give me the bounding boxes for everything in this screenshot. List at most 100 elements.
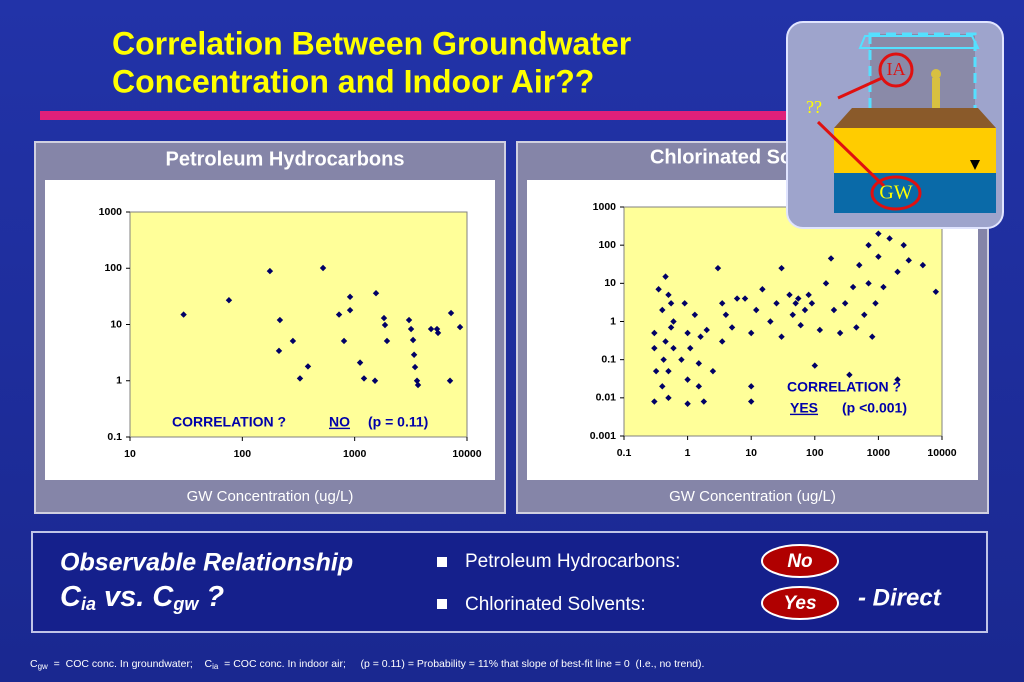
point — [748, 329, 755, 337]
point — [827, 255, 835, 262]
point — [662, 273, 669, 280]
y-tick-label: 0.001 — [590, 430, 616, 442]
point — [684, 329, 691, 337]
x-tick-label: 100 — [806, 447, 824, 459]
point — [681, 300, 688, 307]
point — [853, 324, 860, 331]
point — [822, 280, 830, 287]
plot-area — [129, 211, 468, 438]
y-tick-label: 100 — [598, 239, 616, 251]
point — [427, 325, 435, 333]
point — [346, 306, 354, 314]
point — [446, 377, 454, 384]
fn-part: = COC conc. In indoor air; (p = 0.11) = … — [218, 658, 704, 670]
point — [816, 326, 824, 334]
point — [659, 383, 666, 390]
annotation: NO — [329, 414, 350, 430]
point — [276, 316, 284, 324]
point — [741, 295, 749, 302]
point — [319, 264, 327, 272]
point — [411, 363, 419, 371]
y-axis-title: Indoor Air Concentration ( ug/m³) — [535, 202, 551, 422]
point — [678, 356, 685, 363]
annotation: YES — [790, 400, 818, 416]
plot-area — [623, 206, 943, 437]
slide-title: Concentration and Indoor Air?? — [112, 63, 594, 99]
point — [728, 324, 736, 331]
point — [335, 311, 343, 318]
point — [667, 324, 675, 331]
y-tick-label: 10 — [110, 318, 122, 330]
point — [894, 268, 901, 276]
point — [849, 283, 857, 291]
point — [651, 344, 658, 352]
point — [789, 311, 796, 318]
point — [684, 400, 691, 407]
point — [662, 338, 669, 345]
y-tick-label: 1000 — [593, 201, 617, 213]
point — [651, 329, 658, 337]
y-tick-label: 1 — [116, 375, 122, 387]
point — [932, 288, 940, 296]
point — [371, 377, 379, 384]
gw-circle — [870, 175, 922, 211]
point — [797, 321, 804, 329]
point — [651, 398, 658, 405]
water-table — [970, 160, 980, 170]
point — [380, 314, 388, 322]
point — [773, 300, 780, 307]
point — [413, 377, 421, 384]
point — [719, 338, 726, 345]
point — [709, 367, 717, 375]
y-tick-label: 10 — [604, 277, 616, 289]
point — [372, 290, 380, 297]
bullet — [437, 599, 447, 609]
ratio-sub: gw — [172, 594, 199, 614]
point — [665, 291, 672, 299]
item-answer: Yes — [783, 593, 816, 614]
ratio-part: vs. C — [96, 581, 174, 613]
groundwater — [834, 173, 996, 213]
ia-circle — [878, 52, 914, 88]
point — [900, 241, 907, 249]
point — [795, 295, 802, 302]
point — [722, 311, 730, 318]
point — [447, 309, 455, 317]
point — [660, 356, 667, 363]
point — [346, 293, 354, 301]
point — [719, 300, 726, 307]
x-tick-label: 10000 — [452, 448, 481, 460]
arrow — [816, 120, 886, 188]
summary-ratio: Cia vs. Cgw ? — [60, 581, 224, 614]
x-tick-label: 10000 — [927, 447, 956, 459]
point — [687, 344, 694, 352]
footnote: Cgw = COC conc. In groundwater; Cia = CO… — [30, 658, 704, 671]
point — [865, 241, 872, 249]
point — [919, 261, 927, 269]
point — [665, 367, 672, 375]
point — [808, 300, 816, 307]
inset: IA ?? GW — [786, 21, 1004, 229]
point — [841, 300, 849, 307]
fn-part: = COC conc. In groundwater; C — [48, 658, 213, 670]
annotation: (p <0.001) — [842, 400, 907, 416]
fn-sub: ia — [212, 662, 219, 671]
answer-badge — [761, 544, 839, 578]
annotation: (p = 0.11) — [368, 414, 428, 430]
x-tick-label: 10 — [124, 448, 136, 460]
x-tick-label: 1000 — [867, 447, 891, 459]
point — [778, 264, 785, 272]
point — [703, 326, 710, 334]
annotation: CORRELATION ? — [787, 379, 901, 395]
item-label: Petroleum Hydrocarbons: — [465, 551, 680, 572]
point — [733, 295, 741, 302]
x-axis-title: GW Concentration (ug/L) — [669, 488, 836, 505]
roof — [858, 35, 980, 49]
y-tick-label: 0.1 — [107, 431, 122, 443]
point — [414, 381, 422, 389]
point — [665, 394, 672, 402]
point — [655, 286, 662, 293]
point — [266, 267, 274, 275]
point — [875, 230, 882, 237]
ratio-part: ? — [198, 581, 224, 613]
